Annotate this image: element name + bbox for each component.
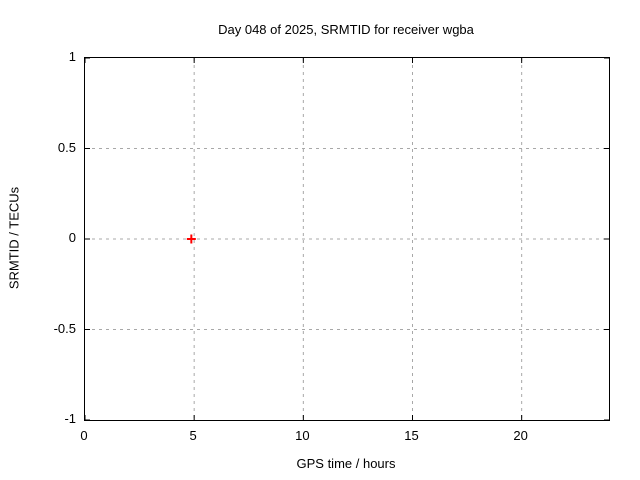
x-tick-label: 0 — [80, 428, 88, 443]
chart-title: Day 048 of 2025, SRMTID for receiver wgb… — [218, 22, 474, 37]
y-tick-label: -0.5 — [53, 320, 76, 336]
plot-svg — [85, 58, 609, 420]
y-tick-label: 0 — [68, 230, 76, 245]
y-tick-label: -1 — [64, 411, 76, 426]
plot-area — [84, 57, 610, 421]
x-tick-label: 15 — [404, 428, 419, 443]
y-tick-label: 1 — [68, 49, 76, 64]
y-axis-label: SRMTID / TECUs — [6, 186, 22, 290]
y-tick-label: 0.5 — [57, 139, 76, 155]
x-axis-label: GPS time / hours — [296, 456, 396, 471]
x-tick-label: 5 — [189, 428, 197, 443]
x-tick-label: 20 — [513, 428, 528, 443]
x-tick-label: 10 — [295, 428, 310, 443]
